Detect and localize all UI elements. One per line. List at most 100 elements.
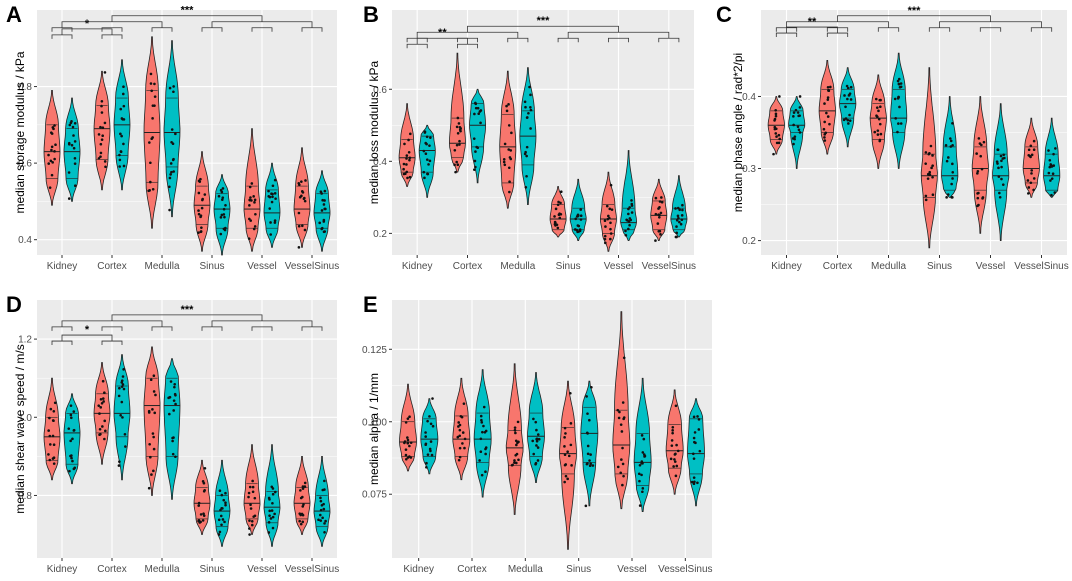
data-point — [505, 109, 509, 113]
data-point — [299, 489, 302, 492]
data-point — [680, 214, 684, 217]
data-point — [826, 85, 830, 89]
data-point — [47, 429, 50, 432]
data-point — [608, 207, 612, 211]
data-point — [174, 455, 177, 459]
significance-bracket-group-left — [61, 320, 163, 327]
violin-sinus-group1 — [920, 67, 938, 249]
data-point — [481, 430, 484, 434]
data-point — [456, 132, 460, 135]
data-point — [202, 514, 206, 517]
data-point — [122, 118, 126, 121]
data-point — [877, 109, 880, 113]
data-point — [118, 158, 122, 162]
data-point — [320, 192, 323, 195]
data-point — [981, 197, 984, 200]
data-point — [792, 142, 795, 146]
violin-sinus-group1 — [193, 151, 211, 252]
data-point — [462, 402, 466, 405]
data-point — [609, 227, 612, 231]
data-point — [428, 447, 432, 451]
significance-bracket-top — [416, 37, 468, 45]
data-point — [101, 397, 105, 400]
data-point — [876, 133, 880, 136]
x-tick-label: Kidney — [403, 564, 434, 575]
data-point — [53, 401, 57, 405]
data-point — [120, 117, 124, 120]
data-point — [271, 515, 275, 519]
data-point — [590, 385, 593, 389]
data-point — [654, 196, 658, 200]
significance-bracket-category — [151, 326, 173, 331]
data-point — [897, 77, 901, 81]
data-point — [474, 106, 478, 110]
x-tick-label: Sinus — [199, 564, 224, 575]
significance-bracket-category — [826, 27, 849, 32]
violin-medulla-group1 — [869, 74, 887, 169]
data-point — [774, 132, 778, 135]
data-point — [251, 490, 255, 494]
violin-medulla-group1 — [143, 346, 161, 496]
data-point — [269, 221, 272, 224]
data-point — [1027, 192, 1030, 195]
data-point — [117, 464, 121, 467]
data-point — [642, 453, 646, 456]
data-point — [673, 458, 676, 461]
data-point — [606, 217, 610, 221]
y-tick-label: 0.125 — [362, 345, 387, 356]
data-point — [778, 137, 781, 141]
data-point — [99, 406, 103, 409]
data-point — [674, 207, 677, 210]
y-axis-label: median alpha / 1/mm — [367, 373, 381, 485]
data-point — [97, 133, 101, 136]
data-point — [152, 374, 156, 377]
data-point — [404, 453, 408, 457]
data-point — [1050, 193, 1053, 197]
data-point — [53, 124, 56, 127]
data-point — [603, 237, 607, 241]
data-point — [558, 216, 562, 220]
data-point — [846, 118, 850, 122]
data-point — [826, 115, 830, 118]
data-point — [585, 395, 588, 398]
data-point — [997, 175, 1001, 178]
panel-e: 0.075 0.100 0.125 Kidney Cortex Medulla Sinus V… — [362, 292, 713, 575]
data-point — [248, 485, 252, 489]
data-point — [951, 143, 954, 147]
data-point — [220, 523, 223, 527]
data-point — [848, 119, 852, 122]
data-point — [120, 381, 124, 384]
data-point — [516, 420, 520, 424]
data-point — [150, 473, 153, 476]
data-point — [406, 436, 409, 439]
data-point — [199, 230, 203, 234]
x-tick-label: Medulla — [871, 261, 906, 272]
data-point — [792, 115, 795, 118]
data-point — [484, 447, 487, 451]
data-point — [102, 400, 105, 403]
data-point — [49, 407, 53, 411]
data-point — [99, 155, 102, 158]
data-point — [609, 237, 612, 241]
data-point — [99, 142, 103, 146]
data-point — [122, 85, 125, 89]
data-point — [273, 512, 276, 516]
x-tick-label: Vessel — [617, 564, 646, 575]
data-point — [323, 479, 326, 483]
data-point — [458, 428, 462, 432]
violin-vesselsinus-group2 — [1043, 117, 1061, 198]
data-point — [405, 154, 409, 157]
data-point — [270, 509, 274, 512]
data-point — [846, 97, 849, 101]
data-point — [172, 90, 175, 94]
x-tick-label: Vessel — [976, 261, 1005, 272]
data-point — [426, 453, 430, 456]
data-point — [670, 439, 674, 442]
data-point — [200, 226, 203, 229]
data-point — [69, 454, 72, 458]
data-point — [429, 440, 433, 443]
data-point — [253, 496, 257, 500]
data-point — [304, 179, 307, 182]
data-point — [658, 215, 661, 219]
data-point — [70, 120, 73, 123]
